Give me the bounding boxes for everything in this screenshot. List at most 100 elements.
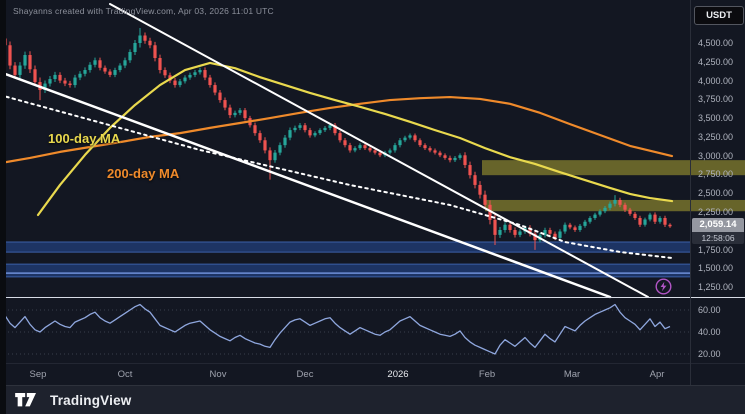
chart-plot[interactable]	[0, 0, 745, 385]
candle	[653, 214, 657, 222]
candle	[608, 203, 612, 208]
candle	[593, 214, 597, 218]
left-edge-strip	[0, 0, 6, 414]
price-tick-label: 3,500.00	[698, 113, 734, 124]
tradingview-logo-icon[interactable]	[15, 393, 42, 408]
support-upper-zone	[0, 242, 690, 253]
flash-icon[interactable]	[654, 277, 673, 296]
candle	[48, 79, 52, 84]
candle	[628, 209, 632, 214]
candle	[303, 125, 307, 131]
candle	[373, 150, 377, 153]
candle	[153, 45, 157, 59]
resistance-upper-zone	[482, 160, 745, 176]
candle	[118, 65, 122, 71]
candle	[568, 224, 572, 228]
candle	[578, 225, 582, 230]
candle	[643, 219, 647, 225]
candle	[363, 145, 367, 149]
candle	[113, 70, 117, 75]
candle	[108, 71, 112, 75]
footer-bar: TradingView	[0, 385, 745, 414]
candle	[418, 140, 422, 146]
candle	[408, 135, 412, 138]
tradingview-brand[interactable]: TradingView	[50, 393, 132, 408]
price-tick-label: 2,750.00	[698, 169, 734, 180]
price-tick-label: 3,750.00	[698, 94, 734, 105]
candle	[28, 55, 32, 70]
candle	[493, 219, 497, 235]
price-tick-label: 2,250.00	[698, 206, 734, 217]
candle	[548, 229, 552, 234]
candle	[273, 152, 277, 161]
time-tick-label: Nov	[209, 369, 227, 380]
candle	[158, 58, 162, 71]
candle	[18, 65, 22, 75]
ma100-line	[36, 61, 674, 217]
candle	[423, 145, 427, 149]
candle	[553, 233, 557, 238]
candle	[43, 83, 47, 90]
candle	[668, 224, 672, 227]
price-tick-label: 4,000.00	[698, 75, 734, 86]
time-tick-label: Feb	[478, 369, 496, 380]
channel-upper[interactable]	[109, 3, 649, 298]
candle	[63, 80, 67, 84]
candle	[213, 85, 217, 93]
candle	[368, 148, 372, 151]
candle	[318, 130, 322, 134]
candle	[563, 224, 567, 232]
ma200-label: 200-day MA	[107, 166, 180, 181]
candle	[558, 231, 562, 238]
candle	[203, 70, 207, 78]
candle	[193, 72, 197, 75]
candle	[33, 69, 37, 83]
candle	[343, 140, 347, 146]
ma200-line	[0, 95, 674, 165]
candle	[468, 165, 472, 176]
channel-lower[interactable]	[0, 70, 612, 299]
quote-currency-chip: USDT	[694, 6, 744, 25]
time-tick-label: 2026	[387, 369, 409, 380]
candle	[478, 184, 482, 195]
price-tick-label: 3,250.00	[698, 131, 734, 142]
candle	[178, 81, 182, 86]
time-tick-label: Sep	[29, 369, 47, 380]
candle	[573, 227, 577, 230]
rsi-line	[4, 303, 671, 355]
candle	[473, 175, 477, 185]
candle	[483, 194, 487, 205]
candle	[258, 133, 262, 141]
candle	[148, 40, 152, 46]
candle	[53, 74, 57, 80]
price-tick-label: 3,000.00	[698, 150, 734, 161]
candle	[218, 92, 222, 101]
candle	[613, 199, 617, 204]
candle	[488, 204, 492, 220]
candle	[618, 199, 622, 205]
candle	[533, 233, 537, 241]
candle	[13, 65, 17, 75]
candle	[208, 77, 212, 86]
time-tick-label: Dec	[296, 369, 314, 380]
candle-countdown: 12:58:06	[692, 232, 744, 244]
candle	[663, 217, 667, 225]
time-tick-label: Apr	[649, 369, 665, 380]
candle	[458, 155, 462, 158]
price-tick-label: 2,500.00	[698, 188, 734, 199]
candle	[73, 77, 77, 86]
candle	[413, 135, 417, 141]
candle	[103, 67, 107, 72]
chart-attribution: Shayanns created with TradingView.com, A…	[13, 6, 274, 16]
candle	[378, 152, 382, 156]
candle	[388, 150, 392, 153]
candle	[58, 74, 62, 81]
last-price-label: 2,059.14 12:58:06	[692, 218, 744, 244]
candle	[228, 107, 232, 116]
time-tick-label: Oct	[117, 369, 133, 380]
candle	[638, 217, 642, 225]
candle	[243, 110, 247, 119]
dotted-midline[interactable]	[0, 94, 673, 259]
candle	[188, 74, 192, 78]
candle	[268, 150, 272, 161]
